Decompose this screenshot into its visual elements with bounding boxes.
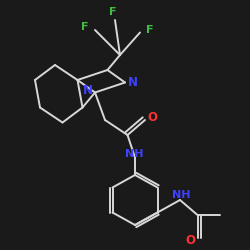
Text: N: N	[128, 76, 138, 89]
Text: NH: NH	[172, 190, 191, 200]
Text: O: O	[148, 111, 158, 124]
Text: F: F	[109, 8, 116, 18]
Text: F: F	[81, 22, 89, 32]
Text: F: F	[146, 25, 154, 35]
Text: NH: NH	[124, 149, 143, 159]
Text: N: N	[82, 84, 92, 96]
Text: O: O	[185, 234, 195, 246]
